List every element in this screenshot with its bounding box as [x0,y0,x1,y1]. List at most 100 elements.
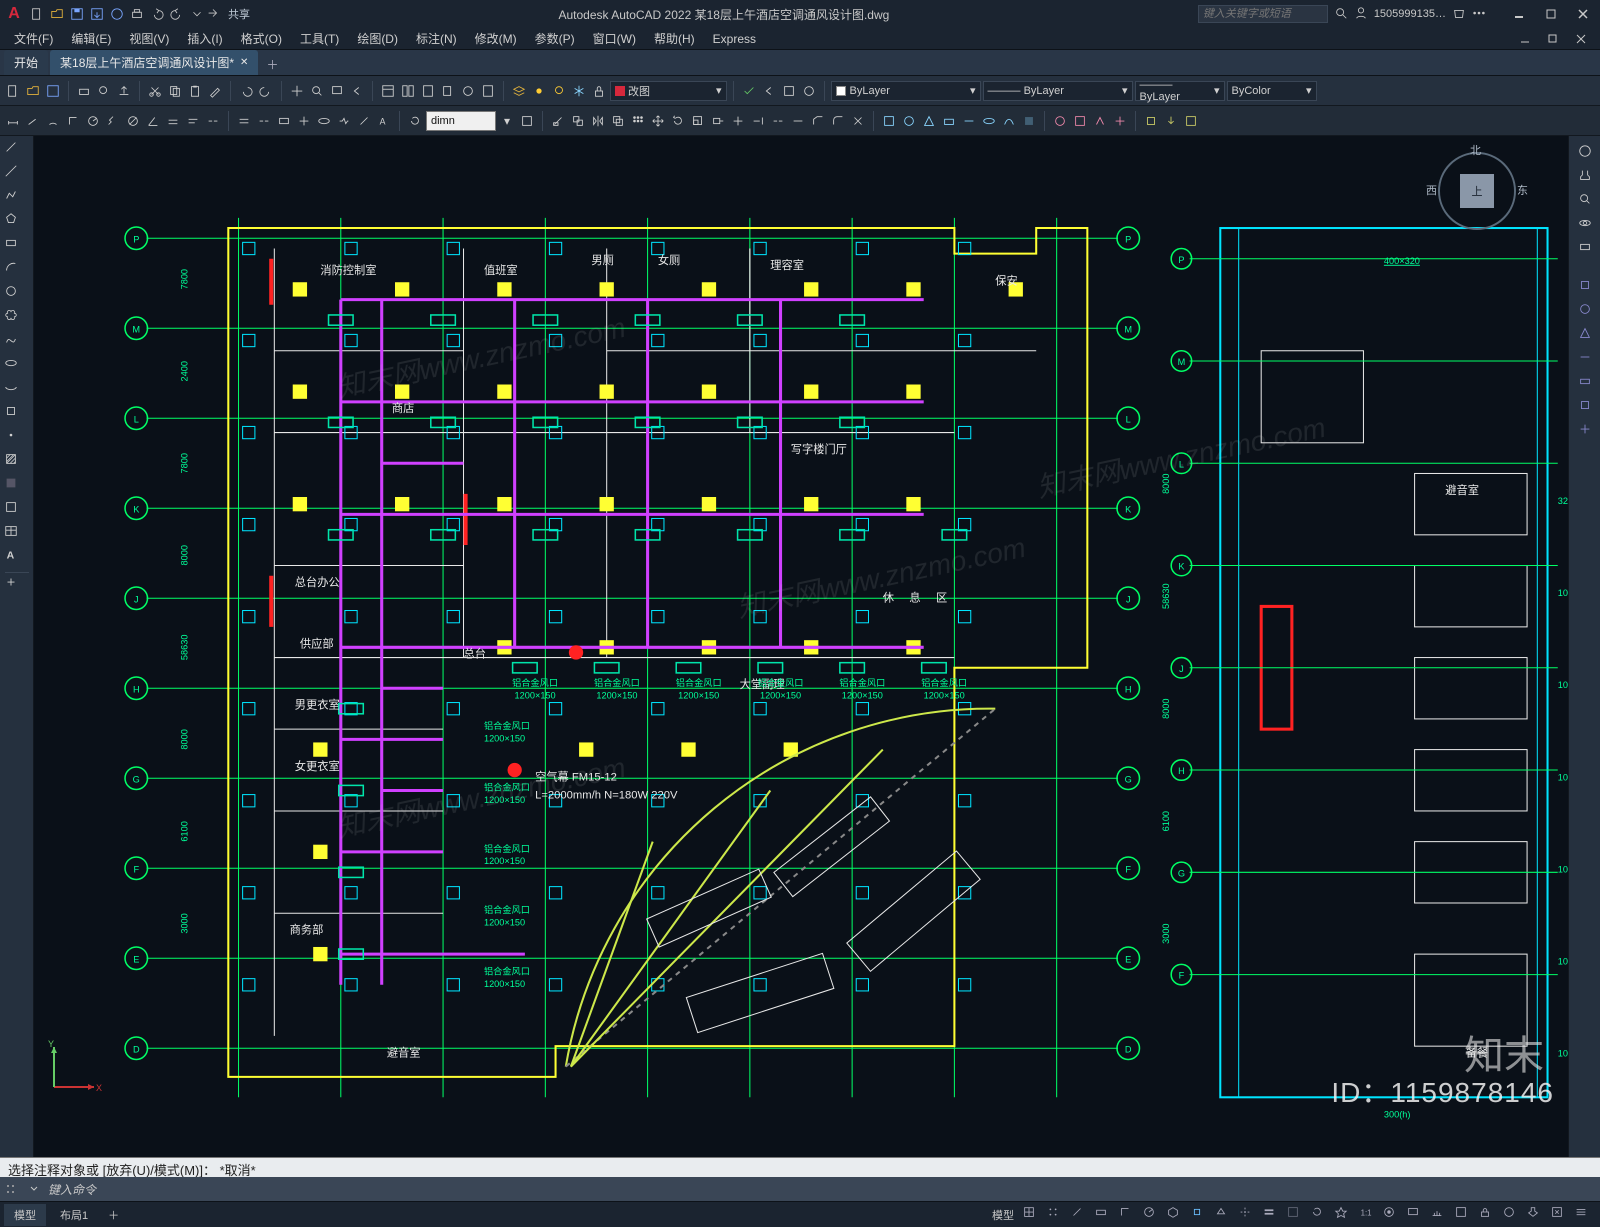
paste-icon[interactable] [186,82,204,100]
redo-icon[interactable] [257,82,275,100]
center-mark-icon[interactable] [295,112,313,130]
qat-open-icon[interactable] [48,5,66,23]
file-tab-active[interactable]: 某18层上午酒店空调通风设计图* ✕ [50,50,258,75]
nav-mode6-icon[interactable] [1573,394,1597,416]
scale-icon[interactable] [689,112,707,130]
block-icon[interactable] [1142,112,1160,130]
circle-tool-icon[interactable] [4,284,30,306]
qat-dropdown-icon[interactable] [188,5,206,23]
ellipse-tool-icon[interactable] [4,356,30,378]
qat-redo-icon[interactable] [168,5,186,23]
dim-aligned-icon[interactable] [24,112,42,130]
lockui-icon[interactable] [1478,1205,1500,1225]
save-icon[interactable] [44,82,62,100]
insert-icon[interactable] [1162,112,1180,130]
cleanscreen-icon[interactable] [1550,1205,1572,1225]
menu-help[interactable]: 帮助(H) [646,28,703,49]
menu-format[interactable]: 格式(O) [233,28,290,49]
isodraft-toggle-icon[interactable] [1166,1205,1188,1225]
dim-edit-icon[interactable] [355,112,373,130]
drawing-area[interactable]: PMLKJHGFEDPMLKJHGFEDPMLKJHGF 78002400780… [34,136,1568,1157]
explode-icon[interactable] [849,112,867,130]
nav-mode3-icon[interactable] [1573,322,1597,344]
arc-tool-icon[interactable] [4,260,30,282]
dimstyle-dd-icon[interactable]: ▾ [498,112,516,130]
menu-file[interactable]: 文件(F) [6,28,61,49]
dim-quick-icon[interactable] [164,112,182,130]
freeze-icon[interactable] [570,82,588,100]
dimstyle-mgr-icon[interactable] [518,112,536,130]
render1-icon[interactable] [1051,112,1069,130]
command-line[interactable]: 键入命令 [0,1177,1600,1201]
doc-minimize-button[interactable] [1512,29,1538,49]
layer-prev-icon[interactable] [760,82,778,100]
dim-continue-icon[interactable] [204,112,222,130]
sheet-set-icon[interactable] [439,82,457,100]
layout1-tab[interactable]: 布局1 [50,1204,98,1226]
qat-new-icon[interactable] [28,5,46,23]
revcloud-tool-icon[interactable] [4,308,30,330]
addselected-tool-icon[interactable] [4,575,30,597]
search-icon[interactable] [1334,6,1348,23]
menu-express[interactable]: Express [705,30,764,48]
share-label[interactable]: 共享 [228,6,250,22]
layer-make-current-icon[interactable] [740,82,758,100]
hwacc-icon[interactable] [1526,1205,1548,1225]
drawing7-icon[interactable] [1000,112,1018,130]
grid-toggle-icon[interactable] [1022,1205,1044,1225]
zoom-nav-icon[interactable] [1573,188,1597,210]
ellipse-arc-tool-icon[interactable] [4,380,30,402]
customize-status-icon[interactable] [1574,1205,1596,1225]
pan-icon[interactable] [288,82,306,100]
menu-tools[interactable]: 工具(T) [292,28,347,49]
user-label[interactable]: 1505999135… [1374,8,1446,20]
infer-toggle-icon[interactable] [1070,1205,1092,1225]
zoom-window-icon[interactable] [328,82,346,100]
qcalc-icon[interactable] [479,82,497,100]
hatch-tool-icon[interactable] [4,452,30,474]
mtext-tool-icon[interactable]: A [4,548,30,570]
nav-mode4-icon[interactable] [1573,346,1597,368]
preview-icon[interactable] [95,82,113,100]
menu-edit[interactable]: 编辑(E) [63,28,119,49]
nav-mode5-icon[interactable] [1573,370,1597,392]
3dosnap-toggle-icon[interactable] [1214,1205,1236,1225]
infocenter-icon[interactable] [1472,6,1486,23]
xline-tool-icon[interactable] [4,164,30,186]
chamfer-icon[interactable] [809,112,827,130]
viewcube[interactable]: 北 西 东 上 [1432,146,1522,236]
snap-toggle-icon[interactable] [1046,1205,1068,1225]
command-chevron-icon[interactable] [26,1181,42,1197]
gradient-tool-icon[interactable] [4,476,30,498]
rect-tool-icon[interactable] [4,236,30,258]
dim-radius-icon[interactable] [84,112,102,130]
pan-nav-icon[interactable] [1573,164,1597,186]
full-nav-wheel-icon[interactable] [1573,140,1597,162]
dim-break-icon[interactable] [255,112,273,130]
drawing3-icon[interactable] [920,112,938,130]
fillet-icon[interactable] [829,112,847,130]
bulb-icon[interactable] [550,82,568,100]
lineweight-dropdown[interactable]: ——— ByLayer▾ [1135,81,1225,101]
dimstyle-input[interactable] [426,111,496,131]
qat-save-icon[interactable] [68,5,86,23]
render2-icon[interactable] [1071,112,1089,130]
dim-angular-icon[interactable] [144,112,162,130]
layer-dropdown[interactable]: 改图 ▾ [610,81,727,101]
showmotion-icon[interactable] [1573,236,1597,258]
markup-icon[interactable] [459,82,477,100]
dim-ordinate-icon[interactable] [64,112,82,130]
nav-mode2-icon[interactable] [1573,298,1597,320]
erase-icon[interactable] [549,112,567,130]
menu-window[interactable]: 窗口(W) [585,28,644,49]
move-icon[interactable] [649,112,667,130]
menu-view[interactable]: 视图(V) [121,28,177,49]
jog-line-icon[interactable] [335,112,353,130]
polygon-tool-icon[interactable] [4,212,30,234]
cycling-toggle-icon[interactable] [1310,1205,1332,1225]
linetype-dropdown[interactable]: ——— ByLayer▾ [983,81,1133,101]
appstore-icon[interactable] [1452,6,1466,23]
signin-icon[interactable] [1354,6,1368,23]
extend-icon[interactable] [749,112,767,130]
share-icon[interactable] [206,6,220,23]
